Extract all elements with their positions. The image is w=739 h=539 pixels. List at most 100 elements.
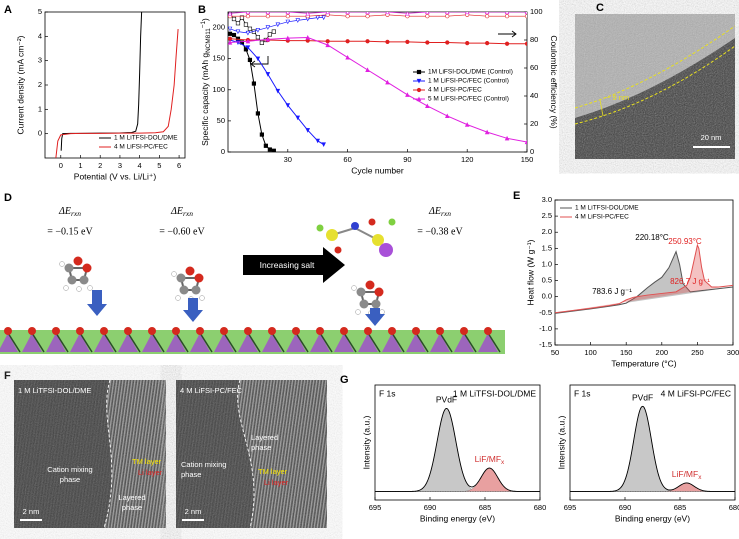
surface-atoms bbox=[0, 327, 501, 353]
point bbox=[524, 139, 527, 145]
point bbox=[271, 29, 276, 34]
arrow-label: Increasing salt bbox=[260, 260, 315, 270]
y2-tick-label: 40 bbox=[530, 91, 538, 100]
point bbox=[255, 35, 261, 40]
surface-oxygen bbox=[28, 327, 36, 335]
peak-area bbox=[555, 245, 733, 313]
energy-symbol-part: rxn bbox=[183, 209, 193, 218]
point bbox=[315, 138, 320, 144]
surface-bond bbox=[7, 332, 21, 353]
x-tick-label: 680 bbox=[534, 503, 547, 512]
panel-label: G bbox=[340, 374, 349, 386]
series-line bbox=[555, 250, 733, 314]
layered-label: Layered bbox=[118, 493, 145, 502]
plot-frame bbox=[569, 384, 736, 501]
x-tick-label: 680 bbox=[729, 503, 739, 512]
point bbox=[365, 14, 370, 19]
surface-polyhedron bbox=[94, 333, 114, 352]
point bbox=[425, 14, 430, 19]
surface-polyhedron bbox=[238, 333, 258, 352]
point bbox=[251, 81, 257, 86]
panel-label: A bbox=[4, 4, 12, 16]
point bbox=[464, 12, 470, 15]
image-title: 1 M LiTFSI-DOL/DME bbox=[18, 386, 91, 395]
energy-symbol: ΔErxn bbox=[428, 206, 451, 217]
tm-layer-label: TM layer bbox=[258, 467, 288, 476]
legend-label: 4 M LiFSI-PC/FEC bbox=[428, 87, 482, 94]
x-axis-label: Binding energy (eV) bbox=[420, 513, 495, 523]
x-tick-label: 3 bbox=[118, 161, 122, 170]
chart-title: F 1s bbox=[574, 388, 591, 398]
x-tick-label: 150 bbox=[620, 348, 633, 357]
image-title: 4 M LiFSI-PC/FEC bbox=[180, 386, 243, 395]
surface-bond bbox=[31, 332, 45, 353]
x-tick-label: 2 bbox=[98, 161, 102, 170]
annotation: 220.18°C bbox=[635, 233, 669, 242]
surface-polyhedron bbox=[478, 333, 498, 352]
y-tick-label: 1 bbox=[38, 104, 42, 113]
y-axis-label: Intensity (a.u.) bbox=[556, 415, 566, 469]
x-tick-label: 120 bbox=[461, 155, 474, 164]
mixing-label: phase bbox=[181, 470, 201, 479]
y-axis-label-part: NCM811 bbox=[205, 28, 212, 53]
surface-oxygen bbox=[316, 327, 324, 335]
surface-bond bbox=[487, 332, 501, 353]
legend-label: 4 M LiFSI-PC/FEC bbox=[575, 214, 629, 221]
surface-bond bbox=[79, 332, 93, 353]
point bbox=[416, 78, 422, 84]
point bbox=[265, 25, 271, 30]
energy-symbol-part: ΔE bbox=[428, 206, 441, 217]
point bbox=[305, 12, 311, 16]
y-tick-label: 3.0 bbox=[542, 195, 552, 204]
point bbox=[247, 57, 253, 63]
x-tick-label: 690 bbox=[424, 503, 437, 512]
point bbox=[345, 54, 350, 60]
legend-label: 1 M LiFSI-PC/FEC (Control) bbox=[428, 78, 509, 85]
surface-polyhedron bbox=[190, 333, 210, 352]
surface-oxygen bbox=[292, 327, 300, 335]
y-axis-label: Specific capacity (mAh gNCM811−1) bbox=[200, 18, 212, 146]
peak-component bbox=[570, 406, 735, 492]
surface-bond bbox=[463, 332, 477, 353]
panel-label: C bbox=[596, 2, 604, 14]
x-tick-label: 4 bbox=[138, 161, 142, 170]
point bbox=[267, 147, 272, 152]
surface-polyhedron bbox=[118, 333, 138, 352]
point bbox=[239, 15, 245, 20]
x-tick-label: 250 bbox=[691, 348, 704, 357]
point bbox=[228, 36, 233, 41]
surface-polyhedron bbox=[406, 333, 426, 352]
surface-oxygen bbox=[172, 327, 180, 335]
peak-label-part: x bbox=[501, 459, 505, 466]
surface-oxygen bbox=[364, 327, 372, 335]
reaction-diagram: D Increasing salt bbox=[0, 192, 505, 354]
point bbox=[485, 14, 490, 19]
y-tick-label: 50 bbox=[217, 116, 225, 125]
surface-bond bbox=[151, 332, 165, 353]
peak-label: PVdF bbox=[436, 395, 457, 405]
point bbox=[405, 92, 410, 97]
surface-bond bbox=[295, 332, 309, 353]
plot-frame bbox=[374, 384, 541, 501]
surface-oxygen bbox=[460, 327, 468, 335]
energy-value: = −0.38 eV bbox=[417, 226, 463, 237]
layered-label: Layered bbox=[251, 433, 278, 442]
energy-symbol: ΔErxn bbox=[58, 206, 81, 217]
surface-oxygen bbox=[388, 327, 396, 335]
point bbox=[365, 67, 370, 72]
surface-oxygen bbox=[76, 327, 84, 335]
scale-bar-label: 2 nm bbox=[23, 507, 40, 516]
point bbox=[255, 111, 261, 116]
x-tick-label: 695 bbox=[369, 503, 382, 512]
point bbox=[345, 12, 350, 15]
ce-line bbox=[229, 12, 527, 14]
surface-bond bbox=[343, 332, 357, 353]
point bbox=[365, 12, 370, 15]
point bbox=[504, 41, 510, 46]
point bbox=[425, 103, 430, 109]
y-axis-label-part: −1 bbox=[200, 20, 207, 28]
surface-bond bbox=[127, 332, 141, 353]
y-axis-label: Heat flow (W g⁻¹) bbox=[525, 239, 535, 305]
point bbox=[235, 29, 241, 35]
legend-label: 1 M LiTFSI-DOL/DME bbox=[575, 205, 639, 212]
